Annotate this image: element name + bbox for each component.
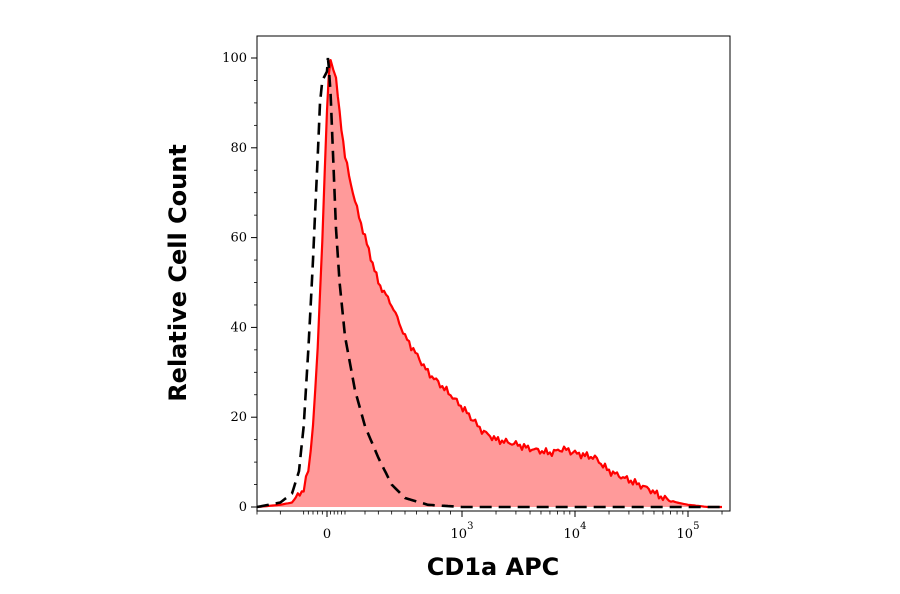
series-line-control (256, 57, 722, 509)
x-tick-label: 103 (451, 521, 474, 542)
x-axis: 0 103 104 105 (256, 511, 723, 542)
x-tick-label: 0 (323, 527, 331, 542)
y-tick-label: 40 (230, 320, 247, 335)
y-tick-label: 20 (230, 410, 247, 425)
x-tick-label: 104 (564, 521, 587, 542)
y-tick-label: 60 (230, 231, 247, 246)
x-tick-label: 105 (677, 521, 700, 542)
y-axis-title: Relative Cell Count (164, 144, 192, 402)
plot-area: 0 20 40 60 80 100 0 103 104 105 (222, 35, 731, 542)
plot-frame (256, 35, 731, 512)
series-layer (256, 57, 722, 509)
y-tick-label: 0 (239, 500, 247, 515)
x-axis-title: CD1a APC (427, 553, 560, 581)
series-fill-sample (257, 60, 722, 507)
y-tick-label: 100 (222, 51, 247, 66)
y-axis: 0 20 40 60 80 100 (222, 51, 257, 515)
y-tick-label: 80 (230, 141, 247, 156)
series-line-sample (256, 59, 722, 509)
